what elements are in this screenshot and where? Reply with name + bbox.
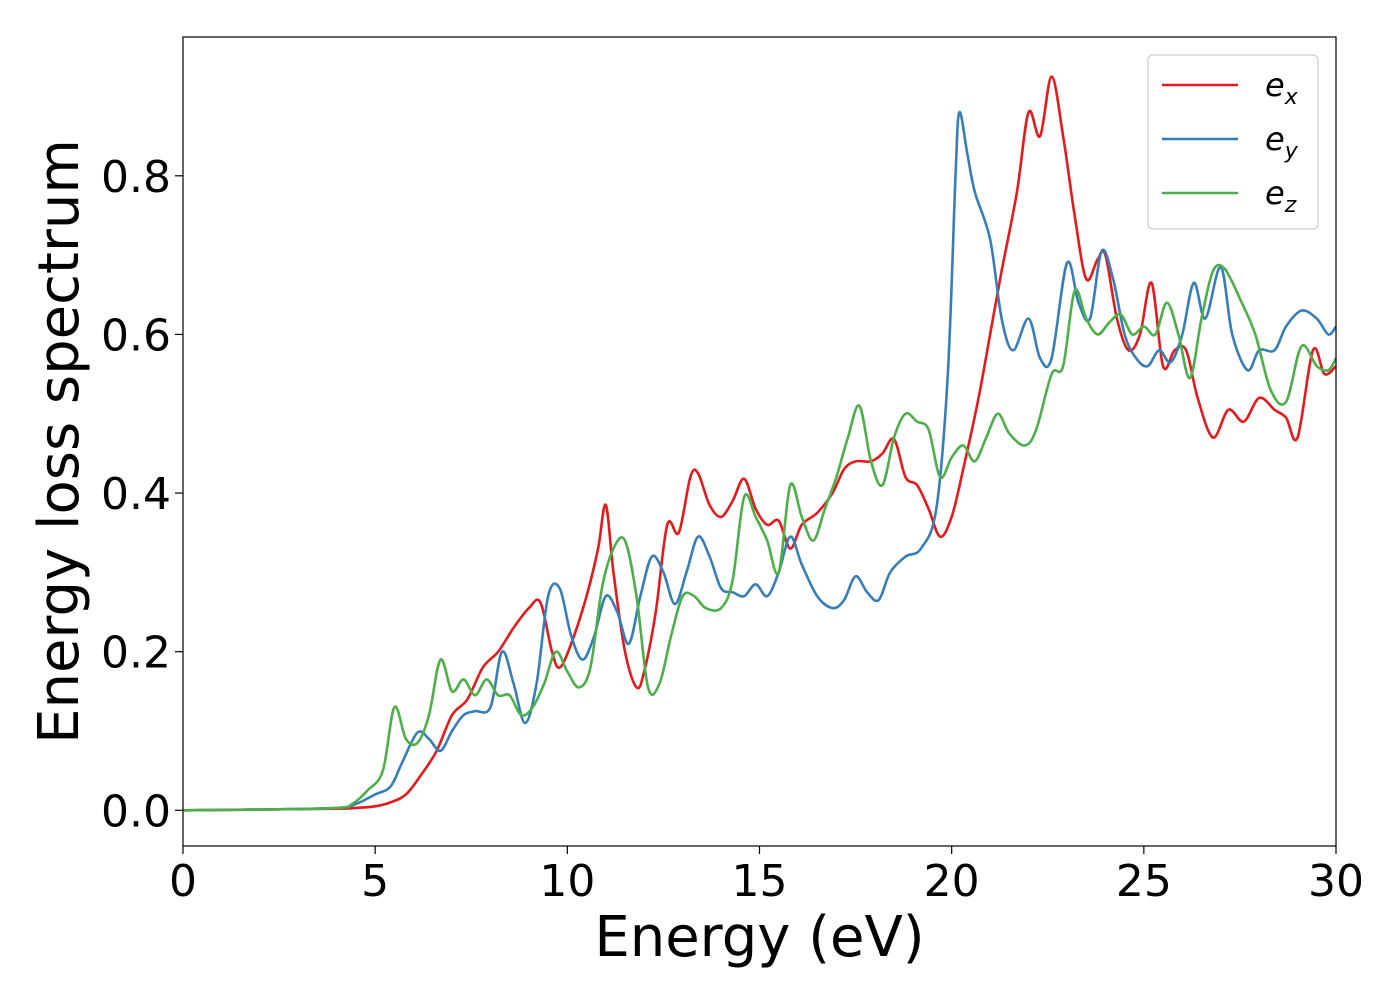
x-axis-title: Energy (eV) (594, 905, 924, 970)
series-line-ey (182, 111, 1338, 812)
series-line-ex (182, 75, 1337, 812)
x-tick-label: 5 (361, 856, 389, 907)
x-axis-ticks: 0 5 10 15 20 25 30 (169, 846, 1364, 907)
y-axis-ticks: 0.0 0.2 0.4 0.6 0.8 (101, 152, 183, 837)
y-tick-label: 0.6 (101, 310, 171, 361)
x-tick-label: 10 (539, 856, 595, 907)
x-tick-label: 20 (924, 856, 980, 907)
y-tick-label: 0.2 (101, 628, 171, 679)
y-tick-label: 0.0 (101, 786, 171, 837)
y-axis-title: Energy loss spectrum (27, 139, 92, 744)
plot-frame (182, 36, 1337, 847)
y-tick-label: 0.4 (101, 469, 171, 520)
x-tick-label: 15 (732, 856, 788, 907)
plot-lines (182, 75, 1338, 812)
x-tick-label: 25 (1116, 856, 1172, 907)
y-tick-label: 0.8 (101, 152, 171, 203)
legend-label-ey: ey (1265, 120, 1299, 164)
x-tick-label: 30 (1308, 856, 1364, 907)
series-line-ez (182, 263, 1338, 812)
legend-label-ex: ex (1265, 66, 1299, 110)
x-tick-label: 0 (169, 856, 197, 907)
legend: ex ey ez (1147, 54, 1319, 230)
legend-label-ez: ez (1265, 174, 1297, 218)
legend-box (1147, 54, 1319, 230)
